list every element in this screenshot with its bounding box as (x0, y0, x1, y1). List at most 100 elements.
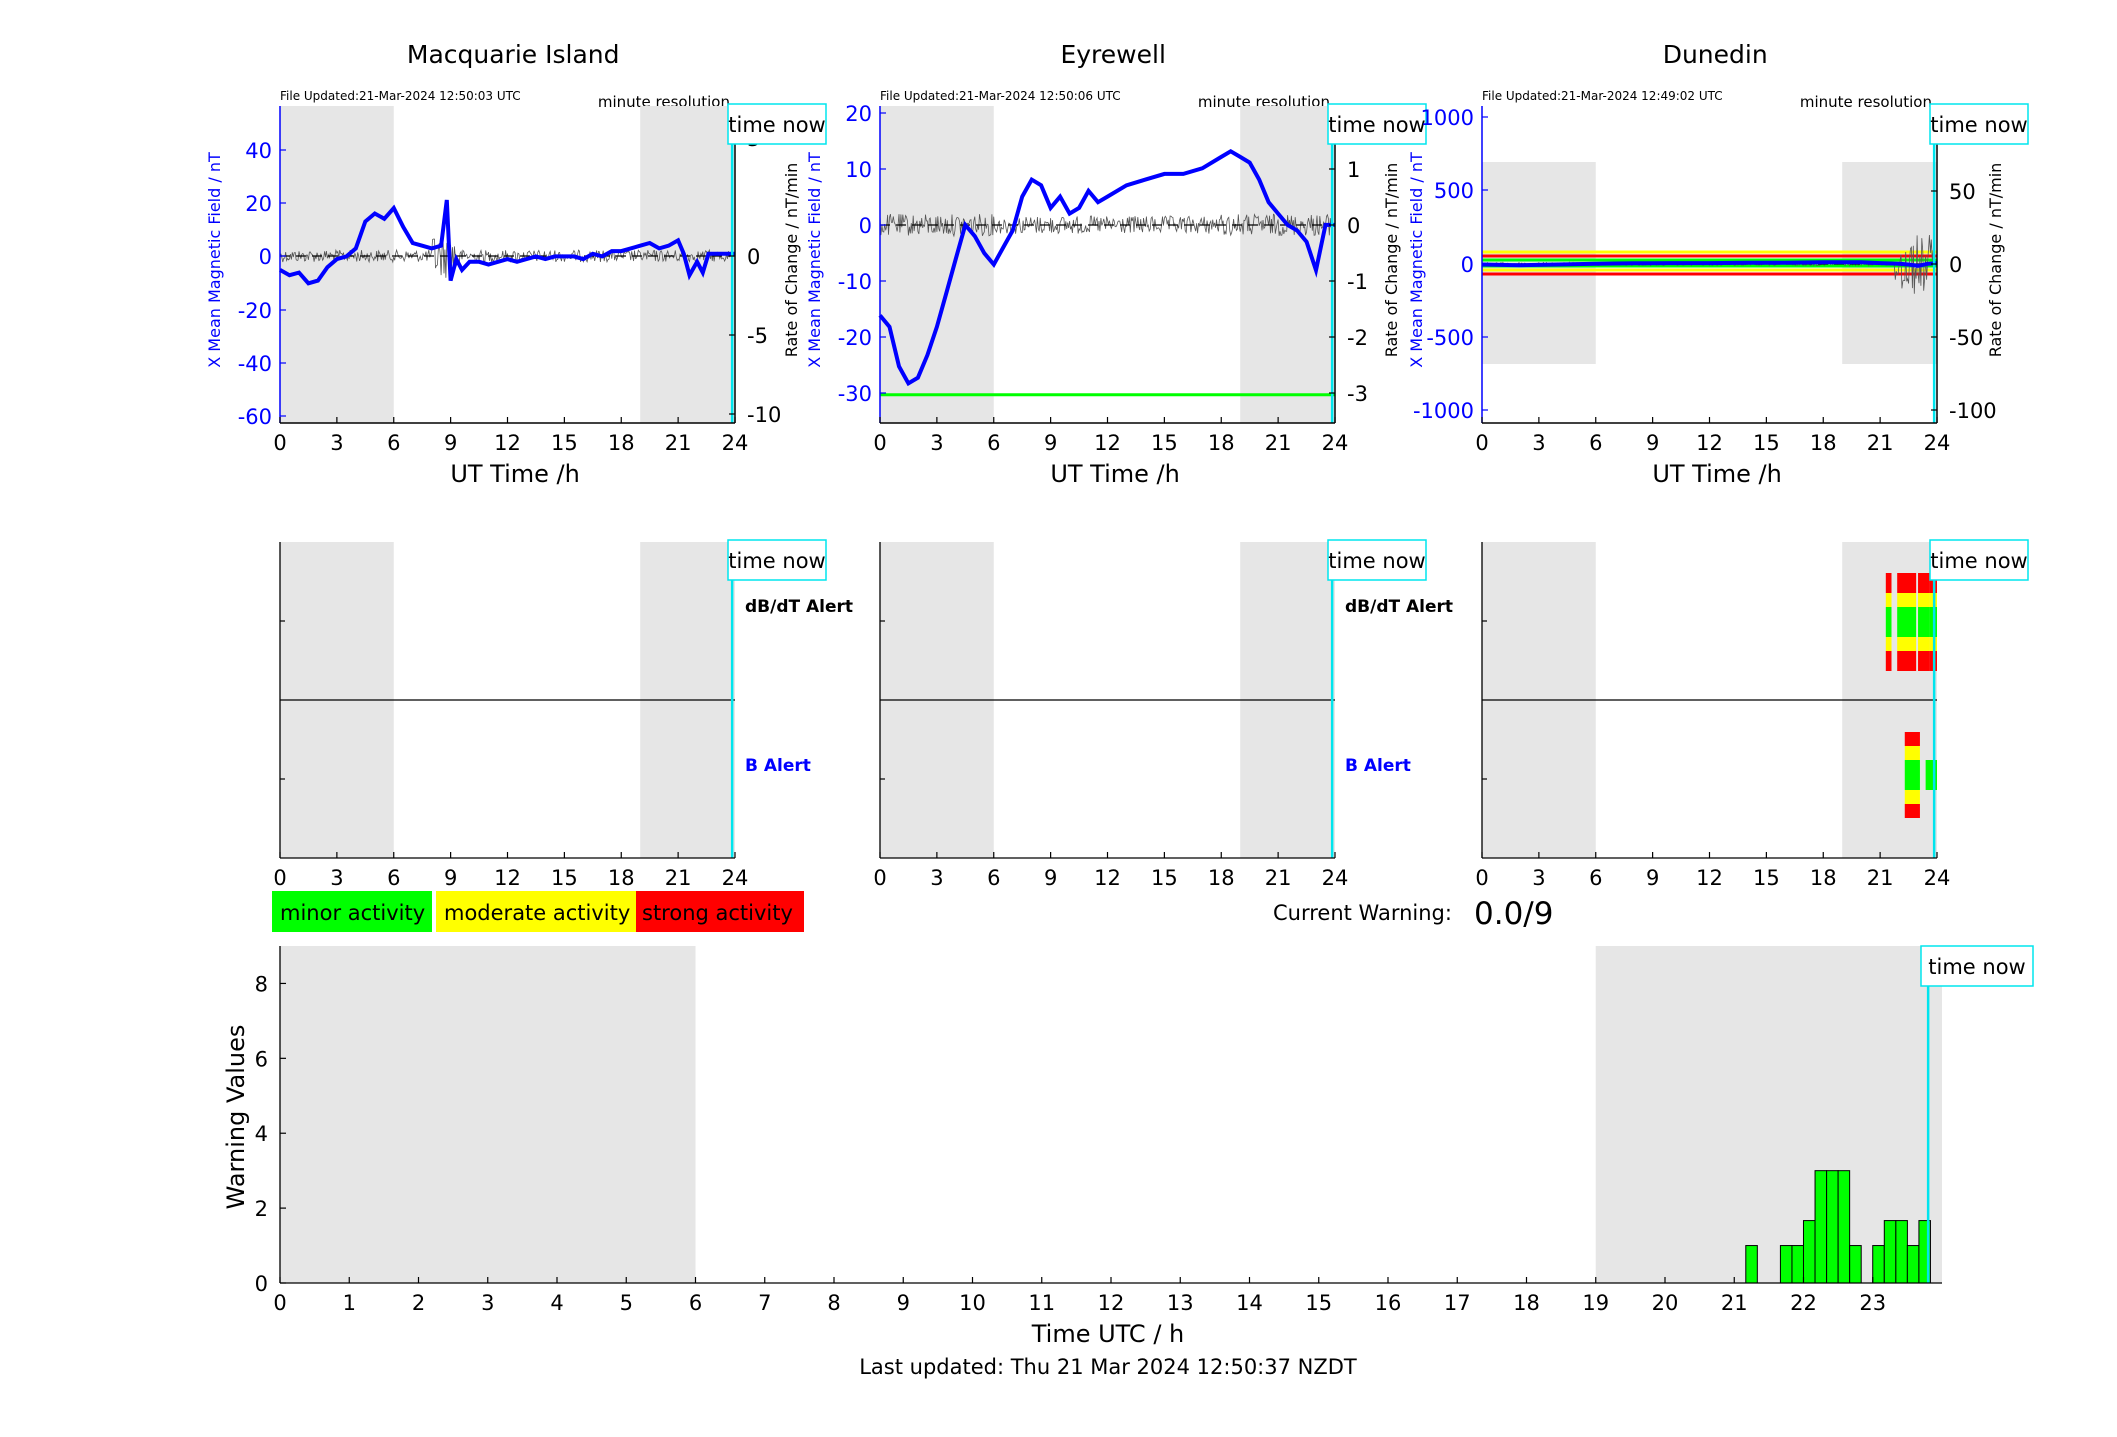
alert-panel-1: 0 3 6 9 12 15 18 21 24 dB/dT Alert B Alert time now (873, 539, 1453, 890)
x-tick-label: 3 (1532, 431, 1545, 455)
legend-strong-label: strong activity (642, 901, 793, 925)
warning-bar (1849, 1245, 1862, 1284)
dbdt-alert-block (1885, 593, 1892, 607)
current-warning-value: 0.0/9 (1474, 896, 1553, 932)
x-tick-label: 24 (1924, 431, 1951, 455)
left-tick-label: -10 (838, 270, 872, 294)
x-tick-label: 10 (959, 1291, 986, 1315)
x-tick-label: 18 (1810, 431, 1837, 455)
file-updated-text: File Updated:21-Mar-2024 12:49:02 UTC (1482, 89, 1723, 103)
x-tick-label: 18 (608, 866, 635, 890)
x-tick-label: 24 (1322, 866, 1349, 890)
right-tick-label: -3 (1347, 382, 1368, 406)
dbdt-alert-block (1897, 637, 1917, 651)
time-now-label: time now (728, 113, 825, 137)
x-axis-label: UT Time /h (1652, 460, 1782, 488)
dbdt-alert-label: dB/dT Alert (745, 597, 853, 617)
b-alert-block (1904, 732, 1920, 746)
dbdt-alert-block (1897, 651, 1917, 671)
x-tick-label: 12 (1696, 431, 1723, 455)
current-warning-label: Current Warning: (1273, 901, 1452, 925)
time-now-label: time now (1328, 113, 1425, 137)
x-tick-label: 0 (1475, 431, 1488, 455)
dbdt-alert-block (1918, 573, 1930, 593)
night-shade (1240, 106, 1335, 423)
x-tick-label: 24 (722, 431, 749, 455)
warning-bar (1814, 1170, 1828, 1284)
right-tick-label: 0 (1949, 253, 1962, 277)
dbdt-alert-block (1897, 607, 1917, 637)
x-tick-label: 0 (273, 431, 286, 455)
dbdt-alert-block (1918, 637, 1930, 651)
activity-legend: minor activity moderate activity strong … (272, 891, 804, 932)
left-tick-label: 0 (1461, 253, 1474, 277)
x-axis-label: UT Time /h (450, 460, 580, 488)
left-axis-title: X Mean Magnetic Field / nT (805, 152, 824, 368)
left-tick-label: -40 (238, 352, 272, 376)
x-tick-label: 6 (987, 431, 1000, 455)
x-field-line (878, 148, 1335, 387)
left-tick-label: -20 (838, 326, 872, 350)
left-tick-label: 20 (845, 102, 872, 126)
x-tick-label: 20 (1652, 1291, 1679, 1315)
legend-minor-swatch (272, 891, 432, 932)
right-tick-label: -5 (747, 324, 768, 348)
x-tick-label: 3 (930, 866, 943, 890)
x-tick-label: 21 (1867, 866, 1894, 890)
left-tick-label: 500 (1434, 179, 1474, 203)
time-now-box (1327, 103, 1427, 145)
x-tick-label: 21 (1265, 431, 1292, 455)
time-now-box (727, 103, 827, 145)
x-tick-label: 6 (387, 431, 400, 455)
x-tick-label: 15 (1753, 866, 1780, 890)
left-tick-label: 0 (859, 214, 872, 238)
time-now-label: time now (1928, 955, 2025, 979)
x-tick-label: 1 (343, 1291, 356, 1315)
x-tick-label: 9 (1044, 431, 1057, 455)
y-tick-label: 6 (255, 1047, 268, 1071)
x-tick-label: 21 (1867, 431, 1894, 455)
field-panel-0: Macquarie Island File Updated:21-Mar-2024… (205, 40, 827, 488)
right-axis-title: Rate of Change / nT/min (782, 163, 801, 358)
y-tick-label: 0 (255, 1272, 268, 1296)
x-tick-label: 6 (387, 866, 400, 890)
time-now-box (1327, 539, 1427, 581)
x-tick-label: 3 (330, 866, 343, 890)
time-now-box (1929, 103, 2029, 145)
x-tick-label: 0 (873, 866, 886, 890)
legend-minor-label: minor activity (280, 901, 425, 925)
dbdt-alert-block (1885, 637, 1892, 651)
right-tick-label: 0 (747, 245, 760, 269)
x-tick-label: 0 (873, 431, 886, 455)
right-axis-title: Rate of Change / nT/min (1382, 163, 1401, 358)
x-tick-label: 18 (1208, 866, 1235, 890)
x-tick-label: 8 (827, 1291, 840, 1315)
x-tick-label: 13 (1167, 1291, 1194, 1315)
b-alert-block (1904, 746, 1920, 760)
legend-moderate-label: moderate activity (444, 901, 630, 925)
x-tick-label: 4 (550, 1291, 563, 1315)
field-panel-1: Eyrewell File Updated:21-Mar-2024 12:50:0… (805, 40, 1427, 488)
x-tick-label: 11 (1028, 1291, 1055, 1315)
x-tick-label: 9 (1646, 866, 1659, 890)
warning-bar (1872, 1245, 1885, 1284)
x-tick-label: 6 (1589, 431, 1602, 455)
x-tick-label: 15 (1151, 431, 1178, 455)
x-field-line (1481, 260, 1938, 268)
time-now-box (1929, 539, 2029, 581)
dbdt-alert-label: dB/dT Alert (1345, 597, 1453, 617)
b-alert-block (1904, 790, 1920, 804)
x-tick-label: 0 (273, 1291, 286, 1315)
right-tick-label: 50 (1949, 180, 1976, 204)
x-tick-label: 19 (1582, 1291, 1609, 1315)
x-tick-label: 9 (444, 431, 457, 455)
right-tick-label: -10 (747, 403, 781, 427)
file-updated-text: File Updated:21-Mar-2024 12:50:03 UTC (280, 89, 521, 103)
time-now-label: time now (1930, 549, 2027, 573)
y-tick-label: 8 (255, 972, 268, 996)
warning-bar (1802, 1220, 1816, 1284)
b-alert-label: B Alert (745, 756, 811, 776)
night-shade (880, 106, 994, 423)
left-tick-label: 20 (245, 192, 272, 216)
y-tick-label: 4 (255, 1122, 268, 1146)
